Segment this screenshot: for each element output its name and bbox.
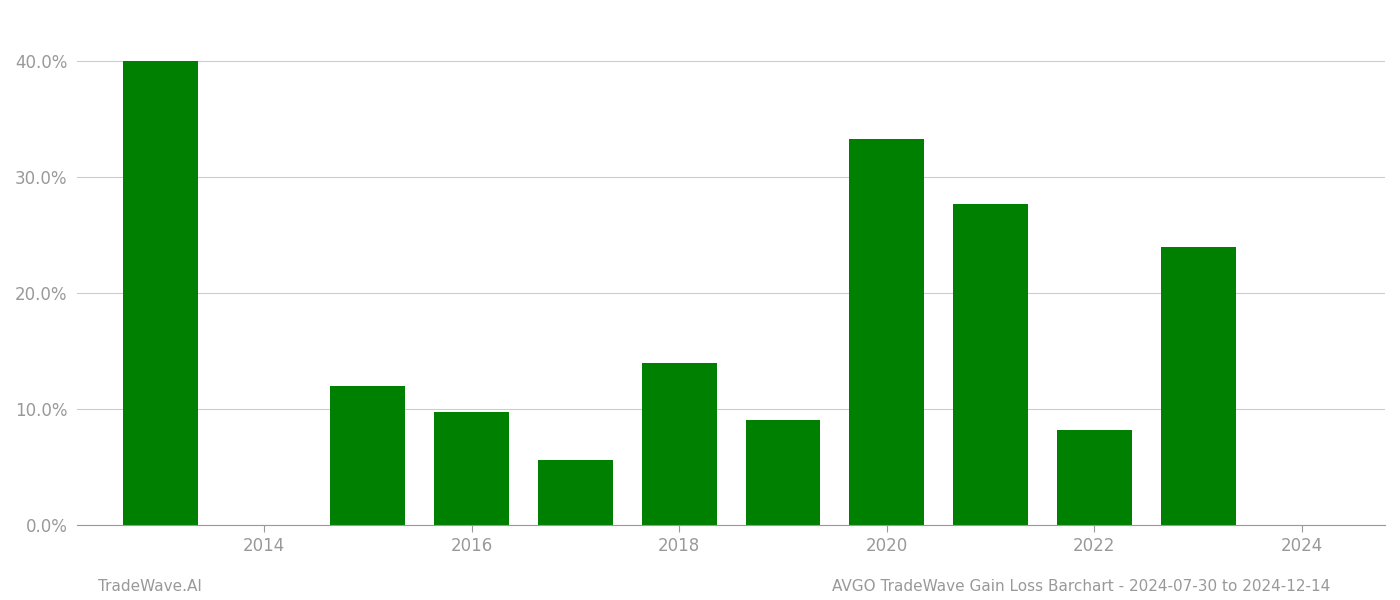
Text: AVGO TradeWave Gain Loss Barchart - 2024-07-30 to 2024-12-14: AVGO TradeWave Gain Loss Barchart - 2024… [832,579,1330,594]
Bar [850,139,924,525]
Bar [953,204,1028,525]
Bar [123,61,197,525]
Bar [1057,430,1131,525]
Bar [641,363,717,525]
Bar [746,419,820,525]
Text: TradeWave.AI: TradeWave.AI [98,579,202,594]
Bar [538,460,613,525]
Bar [330,386,405,525]
Bar [434,412,510,525]
Bar [1161,247,1236,525]
